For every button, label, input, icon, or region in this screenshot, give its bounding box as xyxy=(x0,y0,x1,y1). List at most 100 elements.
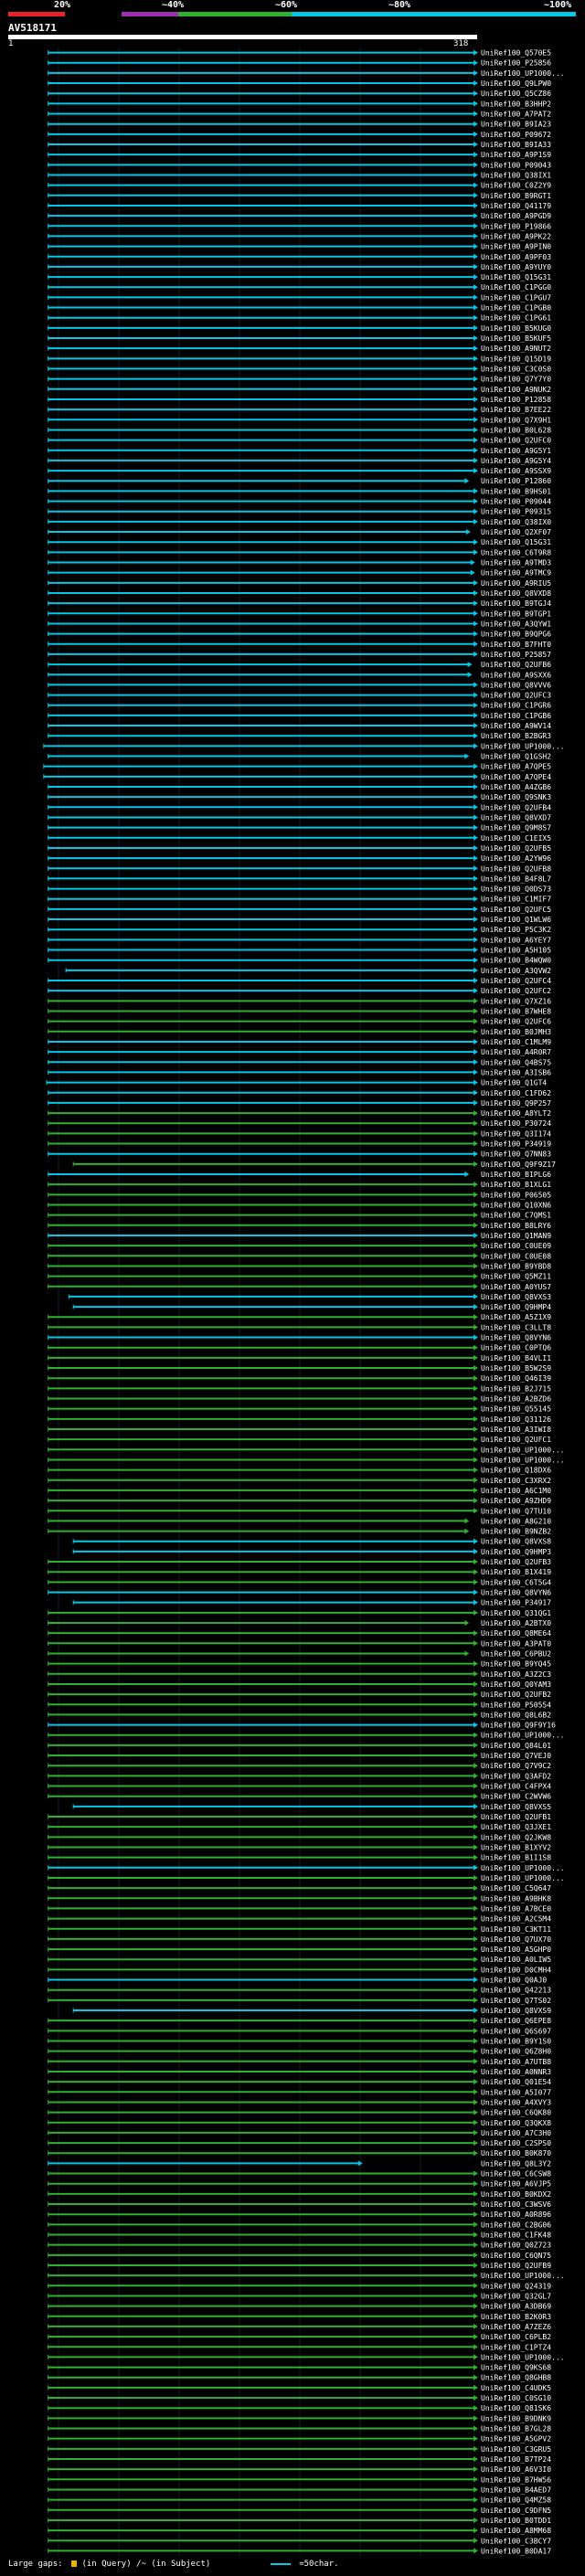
hit-65[interactable]: UniRef100_C1PGB6 xyxy=(48,712,552,720)
hit-127[interactable]: UniRef100_C0PTQ6 xyxy=(48,1344,552,1352)
hit-85[interactable]: UniRef100_Q1WLW6 xyxy=(48,916,552,924)
hit-147[interactable]: UniRef100_Q9HMP3 xyxy=(72,1548,551,1556)
hit-1[interactable]: UniRef100_P25856 xyxy=(48,59,552,68)
hit-86[interactable]: UniRef100_P5C3K2 xyxy=(48,926,552,934)
hit-212[interactable]: UniRef100_A0R896 xyxy=(48,2210,552,2219)
hit-24[interactable]: UniRef100_C1PGU7 xyxy=(48,293,552,302)
hit-214[interactable]: UniRef100_C1FK48 xyxy=(48,2231,552,2240)
hit-94[interactable]: UniRef100_B7WHE8 xyxy=(48,1007,552,1015)
hit-99[interactable]: UniRef100_Q4BS75 xyxy=(48,1058,552,1066)
hit-27[interactable]: UniRef100_B5KUG0 xyxy=(48,324,552,333)
hit-183[interactable]: UniRef100_A2C5M4 xyxy=(48,1915,552,1924)
hit-149[interactable]: UniRef100_B1X419 xyxy=(48,1568,552,1576)
hit-35[interactable]: UniRef100_B7EE22 xyxy=(48,406,552,414)
hit-2[interactable]: UniRef100_UP1000... xyxy=(48,69,565,78)
hit-68[interactable]: UniRef100_UP1000... xyxy=(43,742,565,750)
hit-218[interactable]: UniRef100_UP1000... xyxy=(48,2272,565,2280)
hit-131[interactable]: UniRef100_B2J715 xyxy=(48,1384,552,1393)
hit-178[interactable]: UniRef100_UP1000... xyxy=(48,1864,565,1872)
hit-16[interactable]: UniRef100_A9PGD9 xyxy=(48,212,552,220)
hit-196[interactable]: UniRef100_Q6Z8H0 xyxy=(48,2048,552,2056)
hit-226[interactable]: UniRef100_UP1000... xyxy=(48,2353,565,2361)
hit-66[interactable]: UniRef100_A9WV14 xyxy=(48,722,552,730)
hit-36[interactable]: UniRef100_Q7X9H1 xyxy=(48,416,552,424)
hit-142[interactable]: UniRef100_A9ZHD9 xyxy=(48,1497,552,1505)
hit-166[interactable]: UniRef100_Q84L01 xyxy=(48,1742,552,1750)
hit-136[interactable]: UniRef100_Q2UFC1 xyxy=(48,1436,552,1444)
hit-146[interactable]: UniRef100_Q8VXS8 xyxy=(72,1538,551,1546)
hit-156[interactable]: UniRef100_A3PAT0 xyxy=(48,1639,552,1648)
hit-121[interactable]: UniRef100_A0YUS7 xyxy=(48,1283,552,1291)
hit-243[interactable]: UniRef100_A8MM68 xyxy=(48,2527,552,2535)
hit-106[interactable]: UniRef100_Q3I174 xyxy=(48,1129,552,1138)
hit-116[interactable]: UniRef100_Q1MAN9 xyxy=(48,1232,552,1240)
hit-128[interactable]: UniRef100_B4VLI1 xyxy=(48,1354,552,1362)
hit-222[interactable]: UniRef100_B2K0R3 xyxy=(48,2313,552,2321)
hit-100[interactable]: UniRef100_A3ISB6 xyxy=(48,1068,552,1076)
hit-198[interactable]: UniRef100_A0NNR3 xyxy=(48,2068,552,2076)
hit-90[interactable]: UniRef100_A3QVW2 xyxy=(65,967,551,975)
hit-206[interactable]: UniRef100_B0K870 xyxy=(48,2149,552,2157)
hit-62[interactable]: UniRef100_Q8VVV6 xyxy=(48,681,552,689)
hit-71[interactable]: UniRef100_A7QPE4 xyxy=(43,773,551,781)
hit-125[interactable]: UniRef100_C3LLT8 xyxy=(48,1323,552,1331)
hit-224[interactable]: UniRef100_C6PLB2 xyxy=(48,2333,552,2341)
hit-242[interactable]: UniRef100_B0TDD1 xyxy=(48,2517,552,2525)
hit-144[interactable]: UniRef100_A8G210 xyxy=(48,1517,552,1525)
hit-28[interactable]: UniRef100_B5KUF5 xyxy=(48,334,552,343)
hit-83[interactable]: UniRef100_C1MIF7 xyxy=(48,896,552,904)
hit-0[interactable]: UniRef100_Q570E5 xyxy=(48,49,552,58)
hit-135[interactable]: UniRef100_A3IWI8 xyxy=(48,1426,552,1434)
hit-139[interactable]: UniRef100_Q18DX6 xyxy=(48,1467,552,1475)
hit-171[interactable]: UniRef100_C2WVW6 xyxy=(48,1793,552,1801)
hit-54[interactable]: UniRef100_B9TGJ4 xyxy=(48,599,552,608)
hit-104[interactable]: UniRef100_A8YLT2 xyxy=(48,1109,552,1118)
hit-114[interactable]: UniRef100_C7QMS1 xyxy=(48,1212,552,1220)
hit-92[interactable]: UniRef100_Q2UFC2 xyxy=(48,987,552,995)
hit-191[interactable]: UniRef100_Q7TS02 xyxy=(48,1997,552,2005)
hit-175[interactable]: UniRef100_Q2JKW8 xyxy=(48,1833,552,1841)
hit-72[interactable]: UniRef100_A4ZGB6 xyxy=(48,783,552,791)
hit-201[interactable]: UniRef100_A4XVY3 xyxy=(48,2098,552,2106)
hit-122[interactable]: UniRef100_Q8VXS3 xyxy=(68,1293,551,1301)
hit-7[interactable]: UniRef100_B9IA23 xyxy=(48,121,552,129)
hit-89[interactable]: UniRef100_B4WQW0 xyxy=(48,957,552,965)
hit-170[interactable]: UniRef100_C4FPX4 xyxy=(48,1783,552,1791)
hit-193[interactable]: UniRef100_Q6EPE8 xyxy=(48,2017,552,2025)
hit-207[interactable]: UniRef100_Q8L3Y2 xyxy=(48,2159,552,2168)
hit-30[interactable]: UniRef100_Q15D19 xyxy=(48,355,552,363)
hit-155[interactable]: UniRef100_Q8ME64 xyxy=(48,1629,552,1638)
hit-74[interactable]: UniRef100_Q2UFB4 xyxy=(48,803,552,811)
hit-8[interactable]: UniRef100_P09672 xyxy=(48,131,552,139)
hit-102[interactable]: UniRef100_C1FD62 xyxy=(48,1089,552,1097)
hit-168[interactable]: UniRef100_Q7V9C2 xyxy=(48,1762,552,1770)
hit-172[interactable]: UniRef100_Q8VXS5 xyxy=(72,1803,551,1811)
hit-145[interactable]: UniRef100_B9NZB2 xyxy=(48,1528,552,1536)
hit-111[interactable]: UniRef100_B1XLG1 xyxy=(48,1181,552,1189)
hit-69[interactable]: UniRef100_Q1GSH2 xyxy=(48,753,552,761)
hit-3[interactable]: UniRef100_Q9LPW0 xyxy=(48,80,552,88)
hit-37[interactable]: UniRef100_B0L628 xyxy=(48,426,552,434)
hit-200[interactable]: UniRef100_A5I077 xyxy=(48,2088,552,2096)
hit-110[interactable]: UniRef100_B1PLG6 xyxy=(48,1171,552,1179)
hit-20[interactable]: UniRef100_A9PF03 xyxy=(48,253,552,261)
hit-113[interactable]: UniRef100_Q10XN6 xyxy=(48,1201,552,1209)
hit-42[interactable]: UniRef100_P12860 xyxy=(48,477,552,485)
hit-73[interactable]: UniRef100_Q9SNK3 xyxy=(48,793,552,801)
hit-101[interactable]: UniRef100_Q1GT4 xyxy=(46,1079,547,1087)
hit-123[interactable]: UniRef100_Q9HMP4 xyxy=(72,1303,551,1311)
hit-56[interactable]: UniRef100_A3QYW1 xyxy=(48,620,552,628)
hit-25[interactable]: UniRef100_C1PGB0 xyxy=(48,304,552,313)
hit-22[interactable]: UniRef100_Q15G31 xyxy=(48,273,552,281)
hit-77[interactable]: UniRef100_C1EIX5 xyxy=(48,834,552,843)
hit-79[interactable]: UniRef100_A2YW96 xyxy=(48,854,552,863)
hit-239[interactable]: UniRef100_B4AED7 xyxy=(48,2486,552,2494)
hit-138[interactable]: UniRef100_UP1000... xyxy=(48,1456,565,1464)
hit-4[interactable]: UniRef100_Q5CZ86 xyxy=(48,90,552,98)
hit-150[interactable]: UniRef100_C6T5G4 xyxy=(48,1578,552,1586)
hit-44[interactable]: UniRef100_P09044 xyxy=(48,498,552,506)
hit-233[interactable]: UniRef100_B7GL28 xyxy=(48,2425,552,2433)
hit-240[interactable]: UniRef100_Q4MZ58 xyxy=(48,2496,552,2505)
hit-117[interactable]: UniRef100_C0UE09 xyxy=(48,1242,552,1250)
hit-177[interactable]: UniRef100_B1I1S8 xyxy=(48,1854,552,1862)
